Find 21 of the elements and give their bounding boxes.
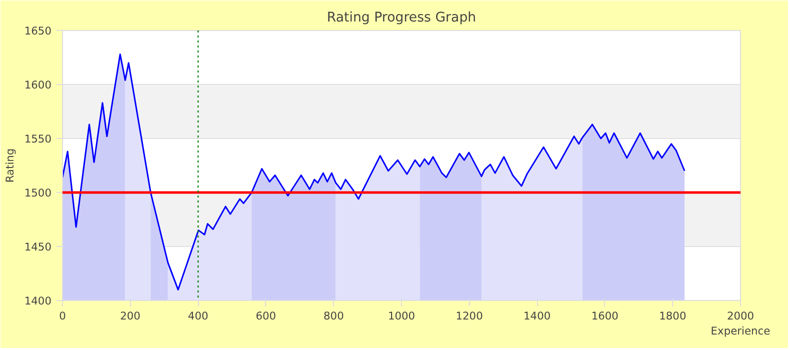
chart-title: Rating Progress Graph bbox=[326, 10, 476, 26]
y-tick-label: 1550 bbox=[24, 132, 52, 146]
x-tick-label: 400 bbox=[188, 310, 208, 322]
line-series bbox=[62, 54, 686, 290]
x-tick-label: 1200 bbox=[456, 310, 484, 322]
x-tick-label: 1800 bbox=[659, 310, 686, 322]
x-tick-label: 1400 bbox=[524, 310, 551, 322]
y-tick-label: 1400 bbox=[24, 294, 52, 308]
x-axis-title: Experience bbox=[710, 324, 770, 338]
x-tick-label: 1600 bbox=[591, 310, 619, 322]
y-tick-label: 1600 bbox=[24, 78, 52, 92]
x-tick-label: 600 bbox=[256, 310, 276, 322]
x-tick-label: 200 bbox=[120, 310, 141, 322]
y-axis-title: Rating bbox=[3, 148, 16, 183]
x-tick-label: 800 bbox=[324, 310, 344, 322]
y-tick-label: 1450 bbox=[24, 240, 52, 254]
y-tick-label: 1650 bbox=[24, 24, 52, 38]
y-tick-label: 1500 bbox=[24, 186, 52, 200]
x-tick-label: 0 bbox=[59, 310, 66, 322]
x-tick-label: 1000 bbox=[388, 310, 416, 322]
x-tick-label: 2000 bbox=[726, 310, 754, 322]
